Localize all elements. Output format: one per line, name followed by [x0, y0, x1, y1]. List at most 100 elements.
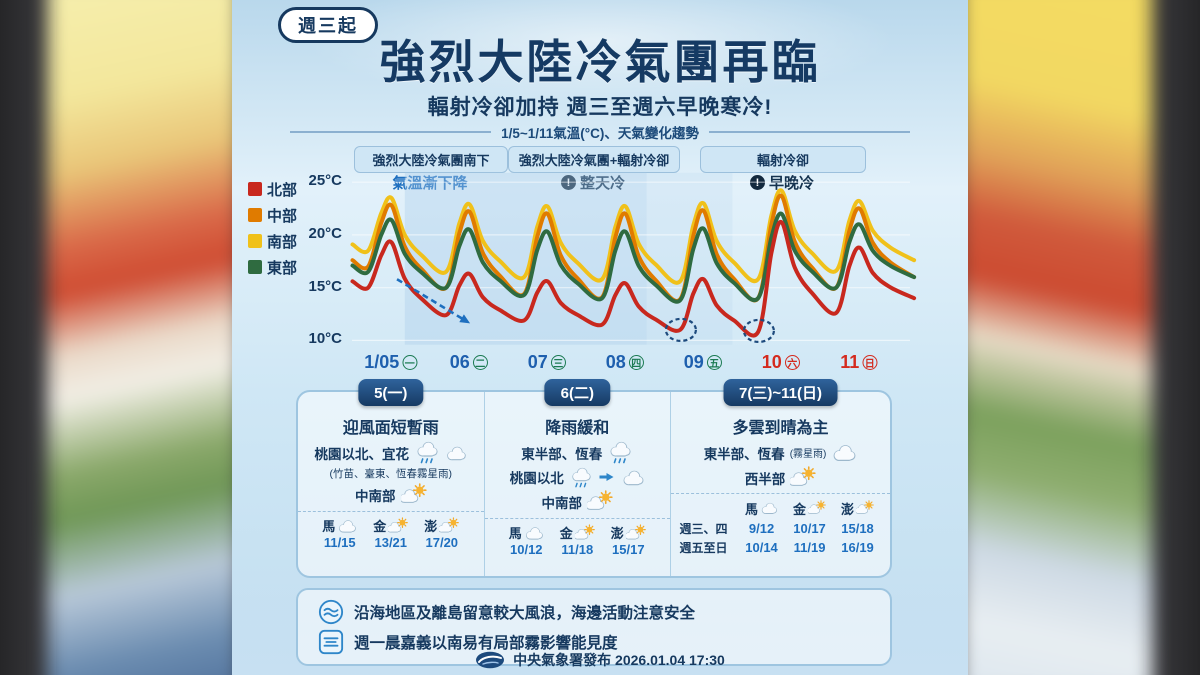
island-name: 澎: [610, 526, 624, 541]
partly-icon: [808, 500, 826, 516]
weekday-circle: 四: [628, 355, 644, 370]
table-row: 週五至日 10/14 11/19 16/19: [671, 538, 890, 557]
y-axis-tick: 20°C: [308, 224, 342, 242]
day-number: 08: [605, 352, 626, 372]
day-number: 10: [761, 352, 782, 372]
island-temp: 16/19: [841, 540, 874, 555]
series-line-東部: [350, 211, 917, 304]
panel-wed-to-sun-header: 7(三)~11(日): [723, 379, 839, 406]
legend-label: 南部: [267, 233, 298, 251]
region-text: 東半部、恆春: [703, 446, 785, 462]
chart-caption-text: 1/5~1/11氣溫(°C)、天氣變化趨勢: [501, 126, 699, 141]
region-text: 桃園以北: [509, 471, 564, 486]
partly-icon: [575, 524, 595, 542]
left-blur-decoration: [48, 0, 240, 675]
cold-low-highlight: [742, 318, 775, 343]
trend-arrowhead: [459, 314, 471, 324]
cloud-icon: [524, 524, 544, 542]
panel-tuesday-header: 6(二): [544, 379, 610, 406]
partly-icon: [388, 517, 408, 535]
rain-icon: [414, 441, 440, 464]
weekday-circle: 三: [550, 355, 566, 370]
weekday-circle: 二: [472, 355, 488, 370]
island-forecast: 金 11/18: [560, 523, 595, 557]
period-3-label: 輻射冷卻: [700, 146, 866, 173]
islands-temp-table-rows: 週三、四 9/12 10/17 15/18 週五至日 10/14 11/19 16/19: [671, 519, 890, 557]
island-temp: 15/17: [612, 542, 645, 557]
day-label: 06 二: [450, 352, 488, 373]
period-2-note-text: 整天冷: [579, 175, 626, 192]
right-blur-decoration: [960, 0, 1152, 675]
advisory-text: 沿海地區及離島留意較大風浪，海邊活動注意安全: [354, 605, 696, 622]
legend-swatch: [248, 182, 262, 196]
trend-arrow: [396, 278, 464, 321]
partly-icon: [626, 524, 646, 542]
cloud-icon: [337, 517, 357, 535]
day-number: 11: [840, 352, 860, 372]
day-label: 08 四: [606, 352, 644, 373]
arrow-right-icon: [598, 469, 616, 485]
legend-item: 中部: [248, 202, 297, 228]
legend-label: 中部: [267, 207, 298, 225]
panel-wed-to-sun-title: 多雲到晴為主: [732, 420, 829, 437]
day-label: 09 五: [684, 352, 722, 373]
weekday-circle: 一: [402, 355, 418, 370]
partly-sunny-icon: [790, 466, 816, 489]
table-row: 週三、四 9/12 10/17 15/18: [671, 519, 890, 538]
series-line-北部: [350, 220, 917, 338]
footer: 中央氣象署發布 2026.01.04 17:30: [232, 650, 968, 670]
period-2-label: 強烈大陸冷氣團+輻射冷卻: [508, 146, 680, 173]
island-column-header: 金: [786, 499, 834, 518]
island-name: 馬: [508, 526, 522, 541]
panel-monday-header: 5(一): [358, 379, 424, 406]
cloud-icon: [831, 441, 857, 464]
infographic-card: 週三起 強烈大陸冷氣團再臨 輻射冷卻加持 週三至週六早晚寒冷! 1/5~1/11…: [232, 0, 968, 675]
panel-tuesday-title: 降雨緩和: [545, 420, 610, 437]
island-name: 金: [793, 501, 807, 517]
temperature-chart: [350, 160, 920, 360]
start-day-badge: 週三起: [278, 7, 378, 43]
island-forecast: 馬 11/15: [322, 516, 357, 550]
y-axis-tick: 10°C: [308, 330, 342, 348]
island-forecast: 金 13/21: [373, 516, 408, 550]
subtitle: 輻射冷卻加持 週三至週六早晚寒冷!: [427, 96, 773, 119]
chart-legend: 北部 中部 南部 東部: [248, 176, 297, 280]
partly-sunny-icon: [587, 490, 613, 513]
island-name: 馬: [745, 501, 759, 517]
island-temp: 9/12: [748, 521, 775, 536]
islands-temp-table: 馬 金 澎 週三、四 9/12 10/17 15/18 週五至日 10/14 11/19 16/1…: [671, 493, 890, 557]
wave-icon: [318, 599, 344, 625]
period-3-note-text: 早晚冷: [768, 175, 815, 192]
legend-swatch: [248, 260, 262, 274]
advisory-notes: 沿海地區及離島留意較大風浪，海邊活動注意安全 週一晨嘉義以南易有局部霧影響能見度: [296, 588, 892, 666]
advisory-row: 週一晨嘉義以南易有局部霧影響能見度: [318, 629, 870, 655]
region-text: 西半部: [744, 471, 786, 487]
islands-temp-table-header: 馬金澎: [671, 497, 890, 519]
period-1-label: 強烈大陸冷氣團南下: [354, 146, 508, 173]
panel-wed-to-sun: 7(三)~11(日) 多雲到晴為主 東半部、恆春 (霧星雨) 西半部 馬 金 澎 週…: [670, 379, 890, 576]
x-axis-days: 1/05 一 06 二 07 三 08 四 09 五 10 六 11 日: [232, 352, 968, 380]
cold-low-highlight: [664, 317, 697, 342]
advisory-text: 週一晨嘉義以南易有局部霧影響能見度: [354, 635, 618, 652]
period-1-note-text: 氣溫漸下降: [392, 175, 468, 192]
rain-icon: [569, 467, 593, 488]
forecast-row: 東半部、恆春 (霧星雨): [671, 441, 890, 464]
panel-monday-title: 迎風面短暫雨: [342, 420, 439, 437]
island-temp: 11/15: [323, 535, 356, 550]
day-number: 1/05: [364, 352, 400, 372]
island-name: 金: [373, 519, 387, 534]
region-text: 中南部: [541, 495, 583, 511]
period-label: 週五至日: [679, 541, 728, 555]
island-column-header: 澎: [834, 499, 882, 518]
legend-swatch: [248, 208, 262, 222]
day-label: 1/05 一: [364, 352, 418, 373]
day-label: 11 日: [840, 352, 878, 373]
legend-label: 東部: [267, 259, 298, 277]
period-label: 週三、四: [679, 522, 728, 536]
weekday-circle: 六: [784, 355, 800, 370]
day-number: 06: [449, 352, 470, 372]
islands-forecast: 馬 11/15 金 13/21 澎 17/20: [298, 511, 484, 550]
